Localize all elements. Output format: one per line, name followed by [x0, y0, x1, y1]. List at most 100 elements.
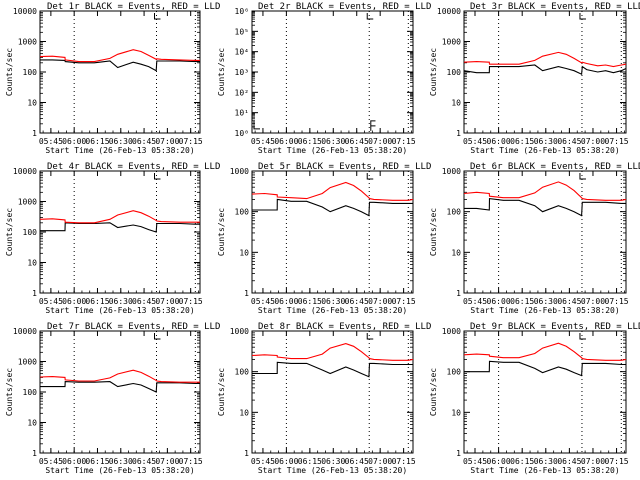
y-tick-label: 10⁴	[235, 48, 249, 57]
series-events-line	[463, 64, 627, 76]
x-tick-label: 06:45	[557, 137, 581, 146]
series-lld-line	[251, 343, 414, 361]
y-tick-label: 10	[27, 99, 37, 108]
plot-frame	[251, 330, 414, 454]
x-tick-label: 06:45	[132, 297, 156, 306]
series-events-fragment	[370, 120, 376, 131]
x-tick-label: 07:00	[155, 297, 179, 306]
chart-panel-9: Det 9r BLACK = Events, RED = LLD 1 10 100 10…	[429, 322, 640, 475]
chart-title: Det 3r BLACK = Events, RED = LLD	[470, 2, 640, 12]
x-tick-label: 06:00	[487, 297, 511, 306]
x-tick-label: 06:30	[534, 457, 558, 466]
x-tick-label: 06:30	[109, 297, 133, 306]
y-tick-label: 1	[32, 289, 37, 298]
y-axis-label: Counts/sec	[5, 208, 14, 256]
x-tick-label: 06:45	[345, 457, 369, 466]
x-tick-label: 06:00	[274, 297, 298, 306]
y-tick-label: 1	[244, 289, 249, 298]
x-tick-label: 06:00	[62, 137, 86, 146]
y-tick-label: 10000	[13, 167, 37, 176]
y-axis-label: Counts/sec	[217, 368, 226, 416]
y-tick-label: 100	[447, 368, 462, 377]
x-tick-label: 07:15	[392, 137, 416, 146]
x-tick-label: 07:00	[581, 457, 605, 466]
plot-frame	[463, 10, 627, 134]
series-lld-line	[39, 49, 200, 63]
y-tick-label: 10	[239, 248, 249, 257]
top-flag-marker	[579, 333, 586, 340]
series-events-line	[40, 381, 200, 393]
top-flag-marker	[366, 333, 374, 340]
y-tick-label: 10000	[437, 7, 461, 16]
x-tick-label: 07:15	[392, 297, 416, 306]
y-tick-label: 10⁵	[235, 27, 249, 36]
y-tick-label: 10000	[13, 327, 37, 336]
y-tick-label: 1000	[442, 167, 461, 176]
x-tick-label: 07:00	[368, 457, 392, 466]
x-tick-label: 06:45	[345, 137, 369, 146]
top-flag-marker	[579, 13, 586, 20]
plot-frame	[251, 170, 414, 294]
chart-panel-6: Det 6r BLACK = Events, RED = LLD 1 10 100 10…	[429, 162, 640, 315]
x-tick-label: 06:45	[345, 297, 369, 306]
x-tick-label: 06:15	[85, 457, 109, 466]
x-tick-label: 07:00	[155, 457, 179, 466]
x-tick-label: 07:00	[155, 137, 179, 146]
x-axis-label: Start Time (26-Feb-13 05:38:20)	[258, 146, 407, 155]
chart-title: Det 4r BLACK = Events, RED = LLD	[47, 162, 220, 172]
y-tick-label: 1000	[18, 358, 37, 367]
chart-title: Det 1r BLACK = Events, RED = LLD	[47, 2, 220, 12]
series-events-line	[252, 361, 413, 378]
chart-panel-1: Det 1r BLACK = Events, RED = LLD 1 10 100 10…	[5, 2, 220, 155]
y-tick-label: 10	[27, 259, 37, 268]
x-tick-label: 05:45	[251, 137, 275, 146]
series-events-line	[464, 197, 626, 217]
y-tick-label: 1000	[230, 167, 249, 176]
plot-frame	[463, 330, 627, 454]
y-tick-label: 1000	[442, 38, 461, 47]
series-events-line	[40, 222, 200, 233]
x-axis-label: Start Time (26-Feb-13 05:38:20)	[45, 146, 194, 155]
y-axis-label: Counts/sec	[217, 48, 226, 96]
top-flag-marker	[366, 173, 374, 180]
x-tick-label: 05:45	[39, 137, 63, 146]
plot-frame	[251, 10, 414, 134]
x-tick-label: 07:15	[179, 137, 203, 146]
chart-panel-8: Det 8r BLACK = Events, RED = LLD 1 10 100 10…	[217, 322, 431, 475]
chart-panel-2: Det 2r BLACK = Events, RED = LLD 10⁰ 10¹ 10…	[217, 2, 431, 155]
y-axis-label: Counts/sec	[5, 48, 14, 96]
x-axis-label: Start Time (26-Feb-13 05:38:20)	[258, 466, 407, 475]
x-tick-label: 06:30	[534, 137, 558, 146]
y-tick-label: 10000	[13, 7, 37, 16]
x-tick-label: 06:30	[109, 137, 133, 146]
x-tick-label: 07:15	[392, 457, 416, 466]
x-axis-label: Start Time (26-Feb-13 05:38:20)	[258, 306, 407, 315]
x-tick-label: 06:45	[132, 457, 156, 466]
y-tick-label: 10²	[235, 88, 249, 97]
x-tick-label: 06:00	[487, 137, 511, 146]
chart-panel-7: Det 7r BLACK = Events, RED = LLD 1 10 100 10…	[5, 322, 220, 475]
y-tick-label: 1	[32, 449, 37, 458]
x-tick-label: 06:15	[85, 297, 109, 306]
x-tick-label: 05:45	[39, 457, 63, 466]
y-tick-label: 10	[451, 99, 461, 108]
y-tick-label: 100	[447, 68, 462, 77]
series-lld-line	[251, 181, 414, 201]
plot-frame	[463, 170, 627, 294]
top-flag-marker	[154, 173, 161, 180]
x-axis-label: Start Time (26-Feb-13 05:38:20)	[470, 146, 619, 155]
x-tick-label: 06:15	[298, 297, 322, 306]
y-tick-label: 100	[23, 68, 38, 77]
x-tick-label: 05:45	[463, 137, 487, 146]
x-tick-label: 06:30	[534, 297, 558, 306]
y-axis-label: Counts/sec	[429, 208, 438, 256]
x-tick-label: 06:30	[321, 457, 345, 466]
y-axis-label: Counts/sec	[429, 48, 438, 96]
top-flag-marker	[579, 173, 586, 180]
y-tick-label: 100	[23, 388, 38, 397]
x-tick-label: 07:15	[179, 297, 203, 306]
y-tick-label: 10	[239, 408, 249, 417]
x-tick-label: 07:15	[605, 137, 629, 146]
top-flag-marker	[154, 333, 161, 340]
x-tick-label: 06:15	[85, 137, 109, 146]
